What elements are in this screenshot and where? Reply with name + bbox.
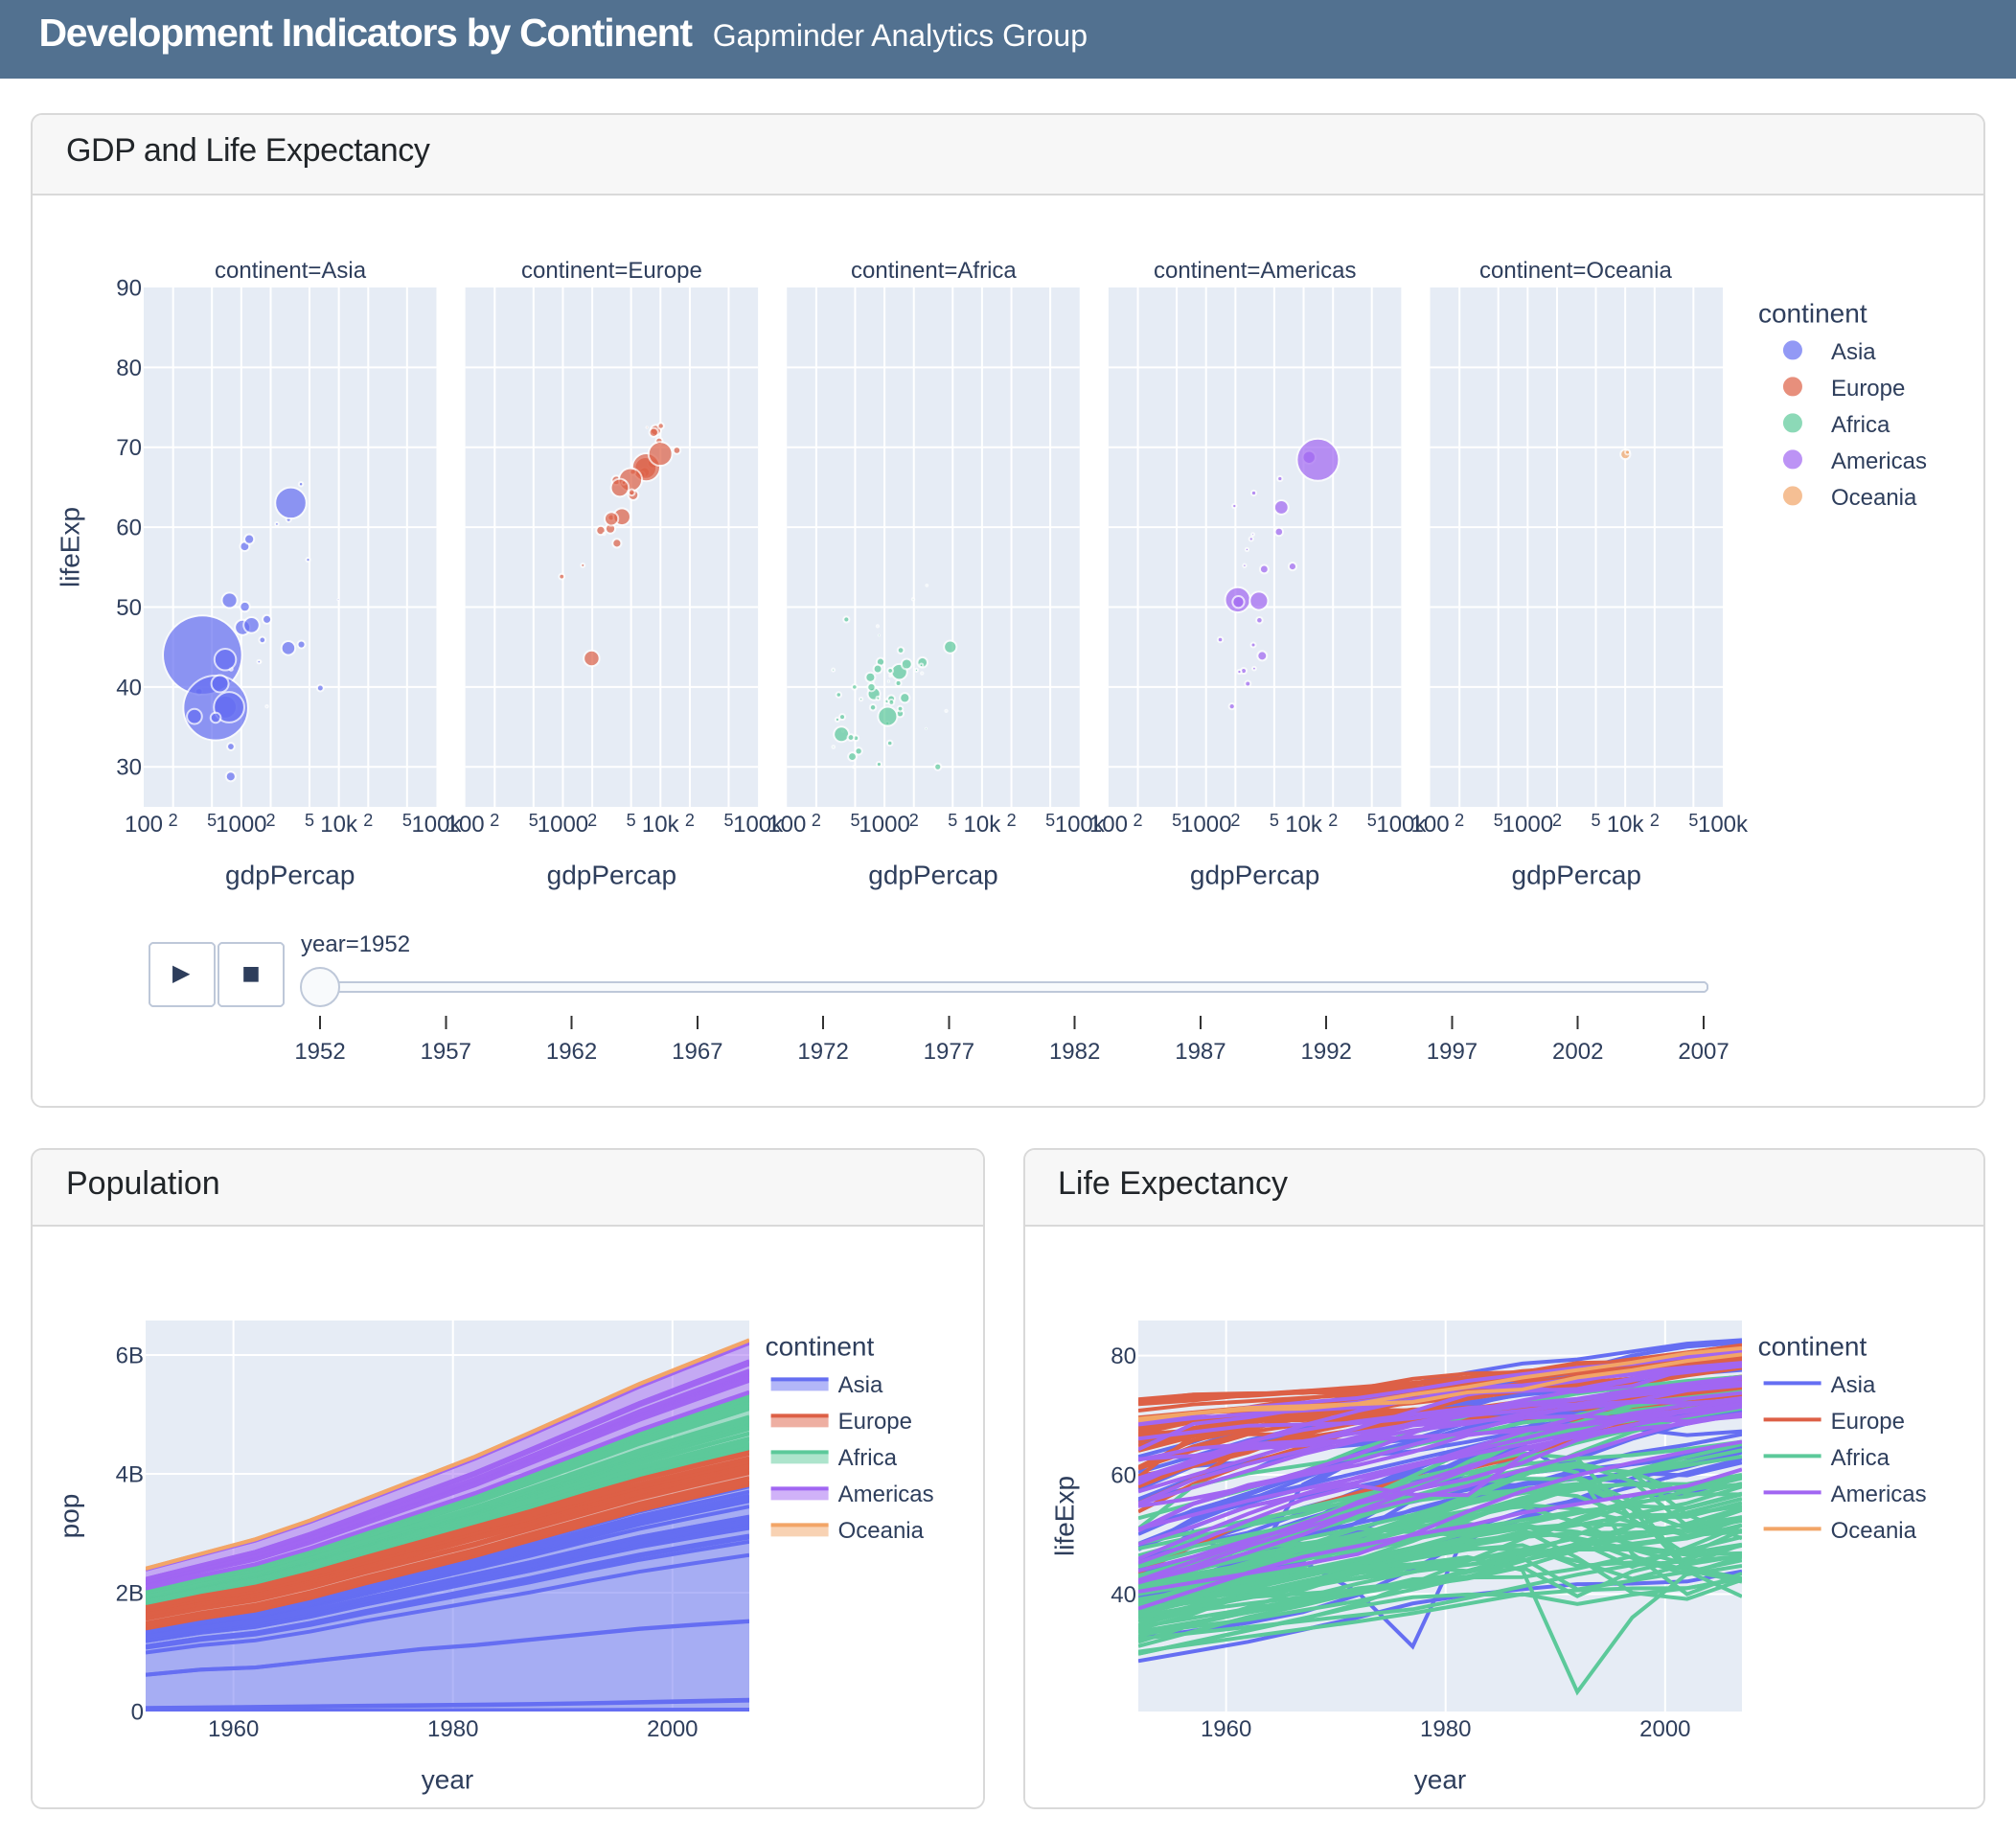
svg-text:year: year xyxy=(422,1765,473,1795)
svg-text:pop: pop xyxy=(55,1494,84,1539)
svg-text:Europe: Europe xyxy=(838,1409,912,1435)
svg-text:continent=Europe: continent=Europe xyxy=(521,258,702,284)
svg-text:continent=Asia: continent=Asia xyxy=(215,258,367,284)
svg-text:Oceania: Oceania xyxy=(1831,485,1917,511)
svg-text:continent=Oceania: continent=Oceania xyxy=(1479,258,1672,284)
svg-text:Americas: Americas xyxy=(1830,1482,1926,1507)
svg-text:gdpPercap: gdpPercap xyxy=(1512,861,1641,890)
svg-text:Europe: Europe xyxy=(1830,1409,1904,1435)
svg-text:Asia: Asia xyxy=(1831,339,1876,365)
svg-text:continent=Africa: continent=Africa xyxy=(851,258,1017,284)
svg-text:lifeExp: lifeExp xyxy=(55,507,84,587)
svg-text:gdpPercap: gdpPercap xyxy=(225,861,355,890)
svg-text:year=1952: year=1952 xyxy=(301,931,410,957)
svg-text:▶: ▶ xyxy=(172,960,191,986)
svg-text:gdpPercap: gdpPercap xyxy=(1190,861,1319,890)
svg-text:Oceania: Oceania xyxy=(1830,1518,1916,1544)
svg-text:continent: continent xyxy=(1757,1332,1867,1362)
svg-text:Americas: Americas xyxy=(1831,448,1927,474)
svg-text:continent: continent xyxy=(1758,298,1867,328)
svg-text:Americas: Americas xyxy=(838,1482,934,1507)
svg-text:Europe: Europe xyxy=(1831,376,1905,402)
svg-text:continent: continent xyxy=(766,1332,875,1362)
svg-text:gdpPercap: gdpPercap xyxy=(868,861,997,890)
svg-text:Asia: Asia xyxy=(1830,1372,1875,1398)
svg-text:continent=Americas: continent=Americas xyxy=(1154,258,1356,284)
svg-text:Africa: Africa xyxy=(1830,1445,1890,1471)
svg-text:lifeExp: lifeExp xyxy=(1048,1476,1078,1556)
svg-text:year: year xyxy=(1413,1765,1465,1795)
svg-text:◼: ◼ xyxy=(241,960,261,986)
svg-text:Oceania: Oceania xyxy=(838,1518,925,1544)
svg-text:gdpPercap: gdpPercap xyxy=(547,861,676,890)
svg-text:Africa: Africa xyxy=(838,1445,898,1471)
svg-text:Asia: Asia xyxy=(838,1372,883,1398)
svg-text:Africa: Africa xyxy=(1831,412,1890,438)
